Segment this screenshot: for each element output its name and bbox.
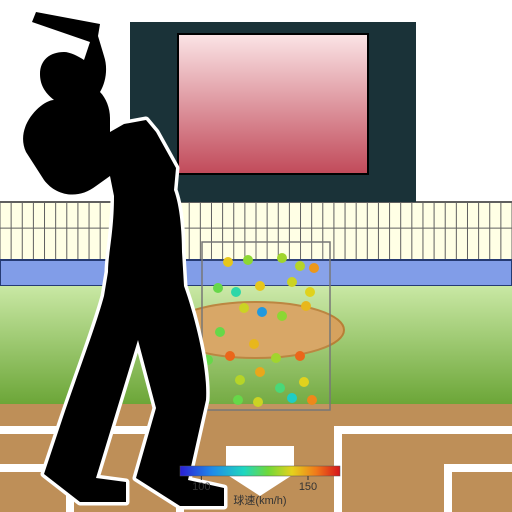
pitch-dot: [255, 367, 265, 377]
pitch-dot: [287, 277, 297, 287]
pitch-dot: [255, 281, 265, 291]
pitch-dot: [295, 261, 305, 271]
pitch-dot: [253, 397, 263, 407]
pitch-dot: [215, 327, 225, 337]
pitch-dot: [213, 283, 223, 293]
pitch-dot: [225, 351, 235, 361]
legend-tick: 150: [299, 481, 317, 493]
pitch-dot: [231, 287, 241, 297]
legend-tick: 100: [192, 481, 210, 493]
legend-label: 球速(km/h): [233, 493, 286, 507]
pitch-dot: [275, 383, 285, 393]
pitch-dot: [307, 395, 317, 405]
pitch-dot: [271, 353, 281, 363]
pitch-dot: [301, 301, 311, 311]
pitch-dot: [309, 263, 319, 273]
pitch-dot: [239, 303, 249, 313]
pitch-dot: [305, 287, 315, 297]
pitch-dot: [277, 311, 287, 321]
pitch-location-chart: 100 150 球速(km/h): [0, 0, 512, 512]
pitch-dot: [287, 393, 297, 403]
pitch-dot: [295, 351, 305, 361]
pitch-dot: [233, 395, 243, 405]
pitch-dot: [277, 253, 287, 263]
pitch-dot: [243, 255, 253, 265]
scoreboard-screen: [178, 34, 368, 174]
pitch-dot: [299, 377, 309, 387]
pitch-dot: [223, 257, 233, 267]
pitch-dot: [235, 375, 245, 385]
pitch-dot: [249, 339, 259, 349]
pitch-dot: [257, 307, 267, 317]
